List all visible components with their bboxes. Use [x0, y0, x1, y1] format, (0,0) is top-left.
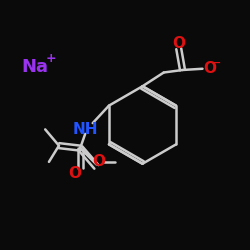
Text: +: + [46, 52, 56, 65]
Text: O: O [172, 36, 185, 51]
Text: O: O [69, 166, 82, 181]
Text: Na: Na [22, 58, 48, 76]
Text: O: O [203, 61, 216, 76]
Text: O: O [92, 154, 106, 170]
Text: −: − [212, 58, 222, 68]
Text: NH: NH [72, 122, 98, 137]
